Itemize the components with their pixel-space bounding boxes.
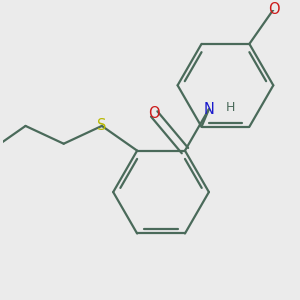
Text: H: H: [226, 101, 236, 114]
Text: O: O: [268, 2, 279, 17]
Text: S: S: [97, 118, 106, 134]
Text: O: O: [148, 106, 160, 122]
Text: N: N: [203, 102, 214, 117]
